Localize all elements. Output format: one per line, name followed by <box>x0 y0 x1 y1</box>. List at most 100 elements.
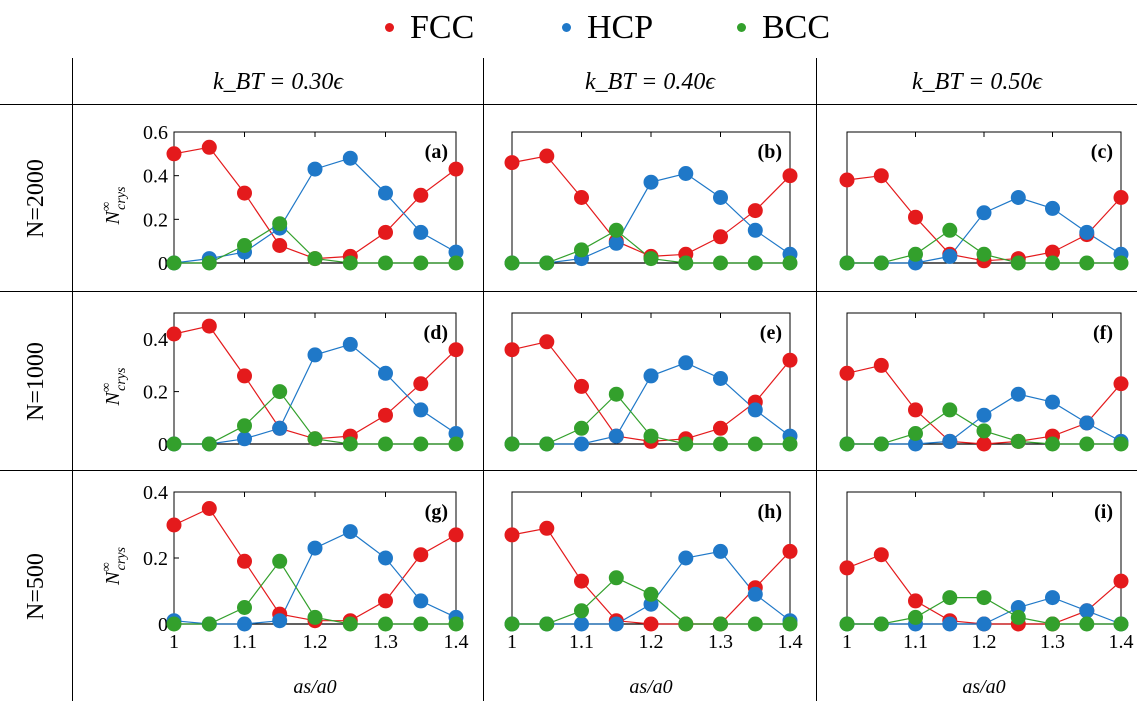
data-point-bcc <box>307 251 323 267</box>
data-point-bcc <box>539 436 555 452</box>
x-tick-label: 1.3 <box>1040 631 1065 653</box>
data-point-bcc <box>237 600 252 615</box>
data-point-fcc <box>574 573 589 589</box>
data-point-hcp <box>378 185 393 201</box>
data-point-bcc <box>678 255 694 271</box>
legend-label-fcc: FCC <box>410 9 475 46</box>
data-point-fcc <box>413 187 429 203</box>
data-point-hcp <box>747 402 763 418</box>
data-point-hcp <box>448 244 464 260</box>
x-tick-label: 1.1 <box>232 631 257 653</box>
data-point-fcc <box>272 238 288 253</box>
data-point-fcc <box>782 352 798 368</box>
y-axis-label: N∞crys <box>98 367 129 407</box>
data-point-bcc <box>201 436 217 452</box>
data-point-bcc <box>908 426 923 441</box>
series-line-fcc <box>511 155 791 258</box>
data-point-hcp <box>307 161 323 177</box>
y-axis-label: N∞crys <box>98 186 129 226</box>
panel-f: (f) <box>839 312 1129 452</box>
data-point-hcp <box>643 174 659 190</box>
data-point-bcc <box>539 616 555 632</box>
data-point-hcp <box>237 431 252 447</box>
data-point-hcp <box>976 407 992 423</box>
data-point-bcc <box>307 431 323 447</box>
data-point-bcc <box>574 420 589 436</box>
y-axis-label: N∞crys <box>98 546 129 586</box>
panel-label: (h) <box>758 501 782 523</box>
data-point-hcp <box>1045 590 1060 606</box>
data-point-bcc <box>782 255 798 271</box>
y-axis-label-sub: crys <box>114 186 129 210</box>
data-point-fcc <box>873 357 889 373</box>
data-point-bcc <box>747 616 763 632</box>
plot-frame <box>173 312 457 445</box>
data-point-hcp <box>747 586 763 602</box>
data-point-hcp <box>574 616 589 632</box>
data-point-bcc <box>1079 255 1095 271</box>
data-point-bcc <box>272 384 288 400</box>
data-point-hcp <box>713 543 728 559</box>
data-point-hcp <box>1079 603 1095 619</box>
legend-item-fcc: FCC <box>385 8 474 48</box>
data-point-hcp <box>678 166 694 181</box>
data-point-fcc <box>237 553 252 569</box>
plot-frame <box>173 491 457 625</box>
data-point-bcc <box>976 590 992 606</box>
x-tick-label: 1.4 <box>444 631 469 653</box>
data-point-bcc <box>873 255 889 271</box>
data-point-hcp <box>747 222 763 238</box>
data-point-fcc <box>539 334 555 350</box>
data-point-fcc <box>237 368 252 384</box>
data-point-bcc <box>608 222 624 238</box>
panel-h: 1 1.1 1.2 1.3 1.4 as/a0 (h) <box>504 491 803 698</box>
data-point-bcc <box>201 255 217 271</box>
data-point-fcc <box>166 146 182 162</box>
y-tick-label: 0.4 <box>143 482 168 504</box>
panel-d: 0 0.2 0.4 N∞crys (d) <box>98 312 464 456</box>
data-point-hcp <box>237 616 252 632</box>
y-tick-label: 0 <box>158 614 168 636</box>
data-point-bcc <box>1010 255 1026 271</box>
panel-label: (i) <box>1094 501 1113 523</box>
data-point-bcc <box>574 242 589 258</box>
data-point-hcp <box>976 616 992 632</box>
data-point-fcc <box>908 593 923 609</box>
data-point-fcc <box>873 168 889 184</box>
grid-line <box>483 58 484 701</box>
x-tick-label: 1.2 <box>639 631 664 653</box>
data-point-fcc <box>1045 244 1060 260</box>
data-point-hcp <box>713 371 728 386</box>
legend-item-hcp: HCP <box>562 8 653 48</box>
series-line-fcc <box>511 341 791 443</box>
panel-label: (g) <box>425 501 448 523</box>
data-point-fcc <box>839 365 855 381</box>
x-axis-label: as/a0 <box>962 676 1005 698</box>
x-axis-label: as/a0 <box>293 676 336 698</box>
data-point-bcc <box>608 570 624 586</box>
legend: FCC HCP BCC <box>0 0 1137 55</box>
column-header-label: k_BT = 0.50ϵ <box>911 69 1043 95</box>
column-header-050: k_BT = 0.50ϵ <box>817 62 1137 102</box>
data-point-fcc <box>782 168 798 184</box>
data-point-bcc <box>782 436 798 452</box>
data-point-hcp <box>272 613 288 629</box>
panel-e: (e) <box>504 312 798 452</box>
data-point-bcc <box>166 616 182 632</box>
data-point-fcc <box>713 420 728 436</box>
data-point-bcc <box>448 616 464 632</box>
x-tick-label: 1.2 <box>303 631 328 653</box>
data-point-bcc <box>504 436 520 452</box>
data-point-fcc <box>873 547 889 563</box>
data-point-fcc <box>378 224 393 240</box>
column-header-label: k_BT = 0.40ϵ <box>584 69 716 95</box>
data-point-hcp <box>643 368 659 384</box>
y-tick-label: 0 <box>158 253 168 275</box>
y-tick-label: 0.6 <box>143 122 168 144</box>
data-point-fcc <box>448 161 464 177</box>
data-point-fcc <box>166 326 182 342</box>
data-point-bcc <box>942 402 958 418</box>
x-tick-label: 1.4 <box>778 631 803 653</box>
